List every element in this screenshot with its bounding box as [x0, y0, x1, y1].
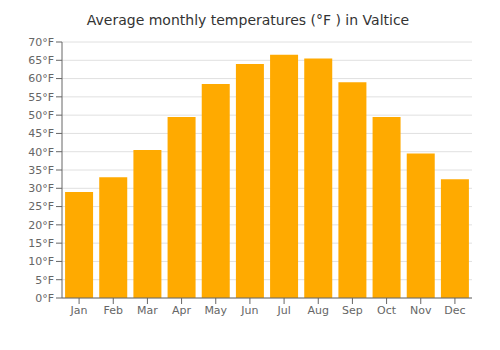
svg-text:15°F: 15°F	[28, 237, 54, 250]
svg-text:May: May	[204, 304, 227, 317]
html-text:Average monthly temperatures (: Average monthly temperatures (°F ) in Va…	[86, 12, 410, 28]
svg-text:Nov: Nov	[410, 304, 432, 317]
svg-text:Aug: Aug	[308, 304, 329, 317]
svg-text:Jun: Jun	[240, 304, 258, 317]
svg-text:Oct: Oct	[377, 304, 397, 317]
svg-text:Dec: Dec	[444, 304, 465, 317]
svg-text:Apr: Apr	[172, 304, 192, 317]
svg-text:10°F: 10°F	[28, 255, 54, 268]
svg-text:Jul: Jul	[276, 304, 290, 317]
svg-text:Feb: Feb	[104, 304, 123, 317]
svg-text:Jan: Jan	[70, 304, 88, 317]
svg-text:25°F: 25°F	[28, 200, 54, 213]
svg-text:35°F: 35°F	[28, 164, 54, 177]
svg-text:5°F: 5°F	[35, 274, 54, 287]
svg-text:0°F: 0°F	[35, 292, 54, 305]
svg-text:40°F: 40°F	[28, 146, 54, 159]
svg-text:65°F: 65°F	[28, 54, 54, 67]
svg-text:Mar: Mar	[137, 304, 158, 317]
svg-text:50°F: 50°F	[28, 109, 54, 122]
svg-text:70°F: 70°F	[28, 36, 54, 49]
svg-text:55°F: 55°F	[28, 91, 54, 104]
svg-text:60°F: 60°F	[28, 72, 54, 85]
svg-text:30°F: 30°F	[28, 182, 54, 195]
svg-text:45°F: 45°F	[28, 127, 54, 140]
svg-text:20°F: 20°F	[28, 219, 54, 232]
svg-text:Sep: Sep	[342, 304, 363, 317]
